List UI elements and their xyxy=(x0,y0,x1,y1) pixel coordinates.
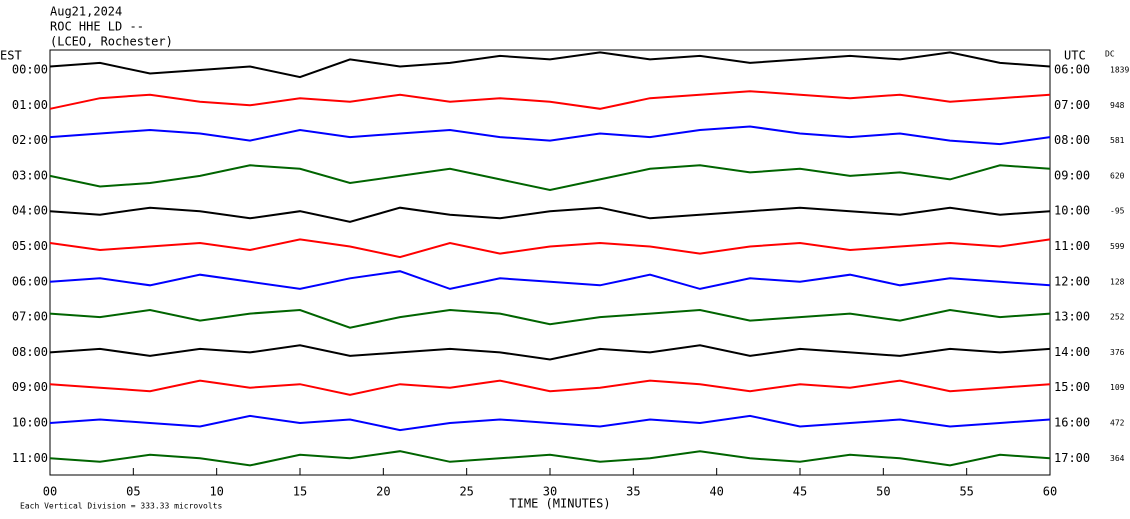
est-label: 05:00 xyxy=(12,239,48,253)
x-tick-label: 10 xyxy=(209,485,223,499)
dc-value: 599 xyxy=(1110,242,1125,251)
x-tick-label: 40 xyxy=(709,485,723,499)
utc-label: 14:00 xyxy=(1054,345,1090,359)
dc-value: 109 xyxy=(1110,383,1125,392)
est-label: 01:00 xyxy=(12,98,48,112)
est-label: 07:00 xyxy=(12,310,48,324)
trace xyxy=(49,125,1051,146)
utc-label: 09:00 xyxy=(1054,168,1090,182)
x-tick-label: 20 xyxy=(376,485,390,499)
station: ROC HHE LD -- xyxy=(50,20,144,34)
dc-value: 364 xyxy=(1110,454,1125,463)
trace xyxy=(49,270,1051,290)
dc-value: 252 xyxy=(1110,313,1125,322)
trace xyxy=(49,51,1051,79)
trace xyxy=(49,308,1051,329)
dc-title: DC xyxy=(1105,50,1115,59)
utc-label: 16:00 xyxy=(1054,416,1090,430)
trace xyxy=(49,238,1051,259)
x-tick-label: 00 xyxy=(43,485,57,499)
utc-label: 17:00 xyxy=(1054,451,1090,465)
x-tick-label: 55 xyxy=(959,485,973,499)
x-tick-label: 30 xyxy=(543,485,557,499)
est-label: 09:00 xyxy=(12,380,48,394)
trace xyxy=(49,450,1051,467)
dc-value: 1839 xyxy=(1110,66,1129,75)
utc-label: 15:00 xyxy=(1054,380,1090,394)
dc-value: 376 xyxy=(1110,348,1125,357)
utc-label: 10:00 xyxy=(1054,204,1090,218)
dc-value: 472 xyxy=(1110,419,1125,428)
x-tick-label: 25 xyxy=(459,485,473,499)
trace xyxy=(49,206,1051,223)
x-tick-label: 05 xyxy=(126,485,140,499)
est-label: 06:00 xyxy=(12,274,48,288)
dc-value: -95 xyxy=(1110,207,1125,216)
x-tick-label: 50 xyxy=(876,485,890,499)
trace xyxy=(49,379,1051,396)
est-label: 04:00 xyxy=(12,204,48,218)
x-tick-label: 35 xyxy=(626,485,640,499)
location: (LCEO, Rochester) xyxy=(50,35,173,49)
trace xyxy=(49,344,1051,361)
dc-value: 620 xyxy=(1110,171,1125,180)
right-axis-title: UTC xyxy=(1064,49,1086,63)
footer: Each Vertical Division = 333.33 microvol… xyxy=(20,502,222,511)
utc-label: 11:00 xyxy=(1054,239,1090,253)
date: Aug21,2024 xyxy=(50,5,122,19)
utc-label: 07:00 xyxy=(1054,98,1090,112)
trace xyxy=(49,164,1051,192)
trace xyxy=(49,414,1051,432)
x-axis-title: TIME (MINUTES) xyxy=(509,497,610,511)
utc-label: 13:00 xyxy=(1054,310,1090,324)
dc-value: 581 xyxy=(1110,136,1125,145)
est-label: 10:00 xyxy=(12,416,48,430)
dc-value: 128 xyxy=(1110,277,1125,286)
est-label: 08:00 xyxy=(12,345,48,359)
utc-label: 06:00 xyxy=(1054,63,1090,77)
x-tick-label: 60 xyxy=(1043,485,1057,499)
x-tick-label: 15 xyxy=(293,485,307,499)
est-label: 02:00 xyxy=(12,133,48,147)
dc-value: 948 xyxy=(1110,101,1125,110)
left-axis-title: EST xyxy=(0,49,22,63)
est-label: 00:00 xyxy=(12,63,48,77)
utc-label: 12:00 xyxy=(1054,274,1090,288)
est-label: 03:00 xyxy=(12,168,48,182)
utc-label: 08:00 xyxy=(1054,133,1090,147)
x-tick-label: 45 xyxy=(793,485,807,499)
est-label: 11:00 xyxy=(12,451,48,465)
trace xyxy=(49,90,1051,110)
